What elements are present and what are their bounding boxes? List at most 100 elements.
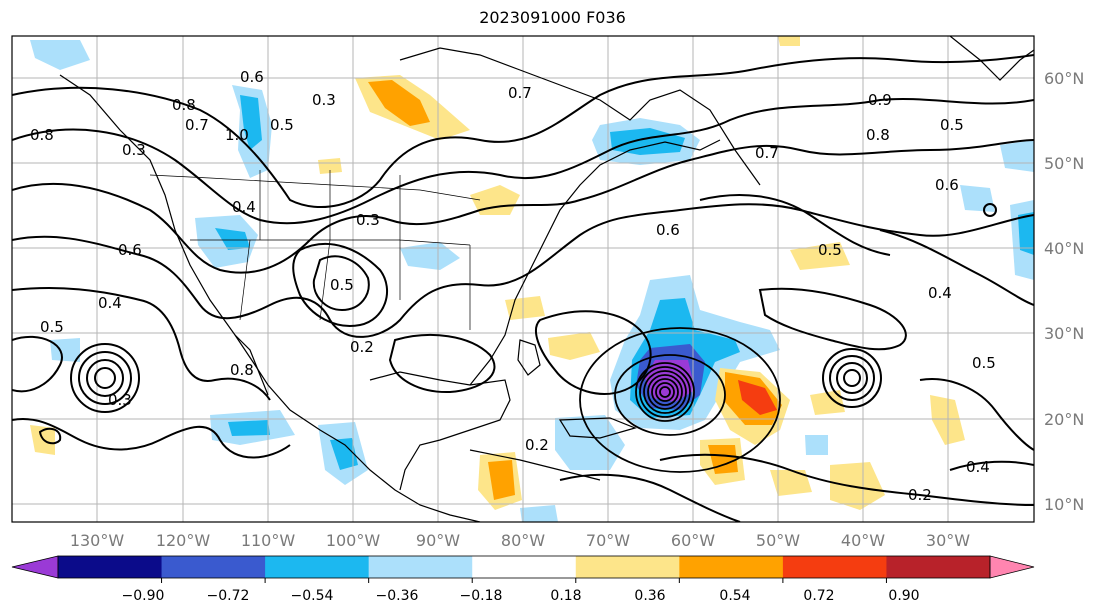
graticule <box>12 36 1034 522</box>
colorbar-tick-label: −0.90 <box>122 588 165 604</box>
lon-label: 110°W <box>241 531 296 550</box>
lon-label: 90°W <box>416 531 460 550</box>
contour-label: 0.4 <box>928 284 952 302</box>
contour-label: 0.8 <box>866 126 890 144</box>
colorbar-segment <box>265 556 370 578</box>
colorbar-tick-label: −0.72 <box>207 588 250 604</box>
contour-lines <box>12 54 1034 522</box>
colorbar: −0.90 −0.72 −0.54 −0.36 −0.18 0.18 0.36 … <box>11 555 1035 604</box>
shade-light-blue <box>805 435 828 455</box>
cyclone-contours <box>579 327 781 473</box>
contour-label: 0.2 <box>350 338 374 356</box>
contour-label: 0.9 <box>868 91 892 109</box>
contour-label: 0.4 <box>232 198 256 216</box>
shade-yellow <box>810 390 845 415</box>
contour-label: 0.3 <box>312 91 336 109</box>
longitude-labels: 130°W 120°W 110°W 100°W 90°W 80°W 70°W 6… <box>70 531 970 550</box>
colorbar-segment <box>58 556 163 578</box>
contour-label: 0.5 <box>40 318 64 336</box>
colorbar-frame <box>57 555 991 579</box>
contour-label: 1.0 <box>225 126 249 144</box>
lat-label: 60°N <box>1044 69 1084 88</box>
latitude-labels: 60°N 50°N 40°N 30°N 20°N 10°N <box>1044 69 1084 514</box>
colorbar-segment <box>472 556 577 578</box>
shade-light-blue <box>30 40 90 70</box>
lon-label: 100°W <box>326 531 381 550</box>
shade-yellow <box>770 470 812 496</box>
colorbar-ticks <box>161 578 887 583</box>
shade-blue <box>330 438 358 470</box>
shaded-anomalies <box>30 36 1034 522</box>
coastlines <box>59 36 1034 522</box>
contour-label: 0.6 <box>118 241 142 259</box>
colorbar-tick-label: −0.54 <box>291 588 334 604</box>
shade-yellow <box>790 242 850 270</box>
shade-yellow <box>318 158 342 174</box>
contour-label: 0.7 <box>755 144 779 162</box>
lon-label: 120°W <box>156 531 211 550</box>
shade-blue <box>240 95 262 150</box>
shade-light-blue <box>1000 140 1034 172</box>
shade-orange <box>488 460 515 500</box>
contour-label: 0.3 <box>356 211 380 229</box>
colorbar-segments <box>11 555 1035 579</box>
lon-label: 30°W <box>926 531 970 550</box>
contour-label: 0.4 <box>966 458 990 476</box>
contour-label: 0.5 <box>330 276 354 294</box>
shade-yellow <box>30 425 55 455</box>
shade-red <box>738 380 777 415</box>
lon-label: 130°W <box>70 531 125 550</box>
shade-light-blue <box>50 338 80 362</box>
colorbar-tick-label: 0.18 <box>550 588 581 604</box>
colorbar-segment <box>161 556 266 578</box>
colorbar-tick-label: 0.72 <box>803 588 834 604</box>
lon-label: 40°W <box>841 531 885 550</box>
shade-yellow <box>778 36 800 46</box>
shade-light-blue <box>400 242 460 270</box>
contour-label: 0.5 <box>940 116 964 134</box>
colorbar-tick-labels: −0.90 −0.72 −0.54 −0.36 −0.18 0.18 0.36 … <box>122 588 920 604</box>
lat-label: 40°N <box>1044 239 1084 258</box>
shade-blue <box>1018 212 1034 255</box>
contour-label: 0.6 <box>240 68 264 86</box>
colorbar-tick-label: −0.18 <box>460 588 503 604</box>
colorbar-segment <box>886 556 991 578</box>
contour-label: 0.8 <box>172 96 196 114</box>
colorbar-extend-low <box>11 555 59 579</box>
contour-label: 0.5 <box>270 116 294 134</box>
colorbar-segment <box>679 556 784 578</box>
colorbar-segment <box>782 556 887 578</box>
shade-light-blue <box>960 185 995 212</box>
contour-label: 0.2 <box>525 436 549 454</box>
colorbar-segment <box>575 556 680 578</box>
contour-label-layer: 0.8 0.6 0.8 0.7 1.0 0.5 0.3 0.3 0.7 0.4 … <box>30 68 996 504</box>
colorbar-segment <box>368 556 473 578</box>
map-title: 2023091000 F036 <box>479 8 626 27</box>
map-panel: 0.8 0.6 0.8 0.7 1.0 0.5 0.3 0.3 0.7 0.4 … <box>12 36 1034 522</box>
shade-yellow <box>548 332 600 360</box>
contour-label: 0.2 <box>908 486 932 504</box>
contour-label: 0.4 <box>98 294 122 312</box>
lat-label: 20°N <box>1044 410 1084 429</box>
contour-label: 0.7 <box>185 116 209 134</box>
shade-yellow <box>505 296 545 320</box>
lat-label: 10°N <box>1044 495 1084 514</box>
shade-yellow <box>830 462 885 510</box>
lon-label: 70°W <box>586 531 630 550</box>
shade-blue <box>228 420 270 436</box>
shade-light-blue <box>520 505 558 522</box>
contour-label: 0.8 <box>30 126 54 144</box>
colorbar-tick-label: 0.36 <box>634 588 665 604</box>
colorbar-extend-high <box>989 555 1035 579</box>
colorbar-tick-label: −0.36 <box>376 588 419 604</box>
contour-label: 0.6 <box>935 176 959 194</box>
lon-label: 60°W <box>671 531 715 550</box>
colorbar-tick-label: 0.54 <box>719 588 750 604</box>
map-border <box>11 35 1035 523</box>
contour-label: 0.6 <box>656 221 680 239</box>
lon-label: 80°W <box>501 531 545 550</box>
lat-label: 30°N <box>1044 324 1084 343</box>
contour-label: 0.5 <box>972 354 996 372</box>
contour-label: 0.5 <box>818 241 842 259</box>
